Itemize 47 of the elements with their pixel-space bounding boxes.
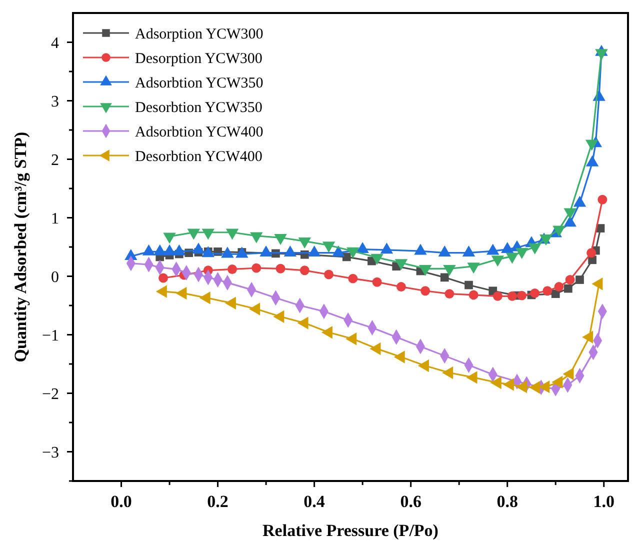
point [158, 273, 168, 283]
point [554, 282, 564, 292]
point [300, 266, 310, 276]
point [420, 286, 430, 296]
point [252, 263, 262, 273]
x-tick-label: 1.0 [593, 492, 614, 511]
point [564, 284, 572, 293]
x-tick-label: 0.4 [304, 492, 326, 511]
point [396, 282, 406, 292]
point [565, 275, 575, 284]
point [348, 274, 358, 284]
legend-label: Desorption YCW300 [135, 50, 262, 67]
x-tick-label: 0.2 [207, 492, 228, 511]
y-tick-label: −1 [42, 327, 59, 344]
y-tick-label: 4 [51, 34, 59, 52]
point [542, 286, 552, 296]
legend-label: Adsorbtion YCW400 [135, 124, 264, 140]
point [530, 288, 540, 298]
point [324, 270, 334, 280]
point [492, 291, 502, 301]
point [517, 290, 527, 300]
point [576, 276, 584, 284]
point [598, 194, 608, 204]
point [468, 290, 478, 300]
point [586, 248, 596, 258]
legend-label: Adsorption YCW300 [135, 26, 264, 42]
point [276, 264, 286, 274]
point [444, 289, 454, 299]
y-tick-label: 3 [51, 93, 59, 110]
point [440, 273, 449, 282]
point [507, 291, 517, 301]
x-tick-label: 0.6 [400, 492, 422, 511]
point [464, 280, 473, 290]
legend-label: Desorbtion YCW350 [135, 100, 262, 116]
y-axis-title: Quantity Adsorbed (cm³/g STP) [11, 132, 30, 362]
y-tick-label: −3 [42, 444, 59, 462]
y-tick-label: 1 [51, 210, 59, 228]
x-tick-label: 0.0 [110, 492, 132, 511]
legend-label: Adsorbtion YCW350 [135, 75, 264, 92]
y-tick-label: −2 [42, 386, 59, 403]
x-axis-title: Relative Pressure (P/Po) [262, 521, 438, 540]
point [228, 264, 237, 274]
y-tick-label: 0 [51, 268, 59, 286]
y-tick-label: 2 [51, 152, 59, 169]
legend-label: Desorbtion YCW400 [135, 148, 262, 165]
x-tick-label: 0.8 [496, 492, 518, 511]
point [372, 277, 382, 287]
